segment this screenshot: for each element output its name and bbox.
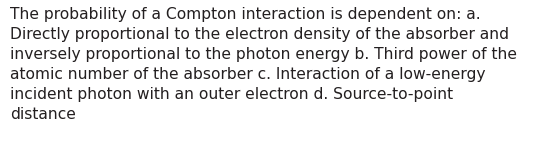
Text: The probability of a Compton interaction is dependent on: a.
Directly proportion: The probability of a Compton interaction…: [10, 7, 517, 122]
